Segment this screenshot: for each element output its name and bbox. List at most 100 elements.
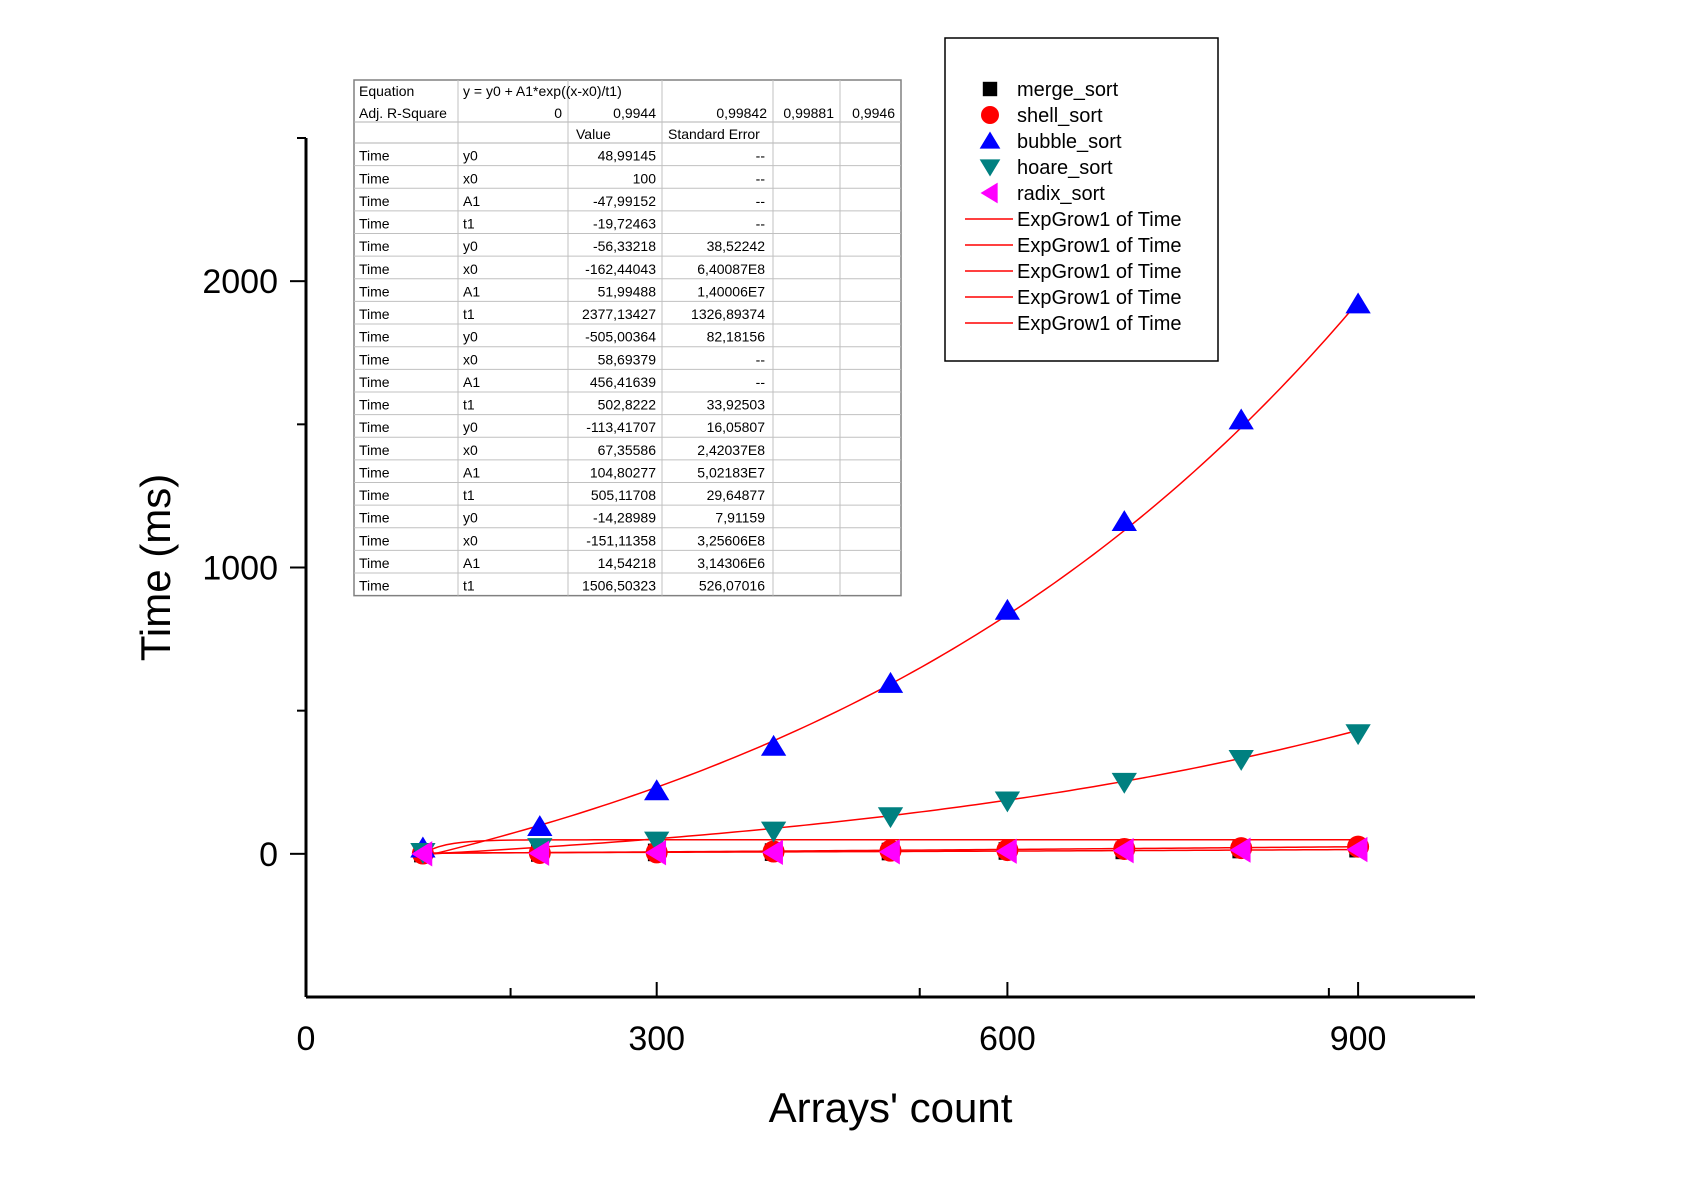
table-cell-series: Time	[359, 578, 390, 594]
equation-label: Equation	[359, 83, 414, 99]
table-cell-param: y0	[463, 510, 478, 526]
table-cell-error: 82,18156	[707, 329, 766, 345]
table-cell-param: A1	[463, 193, 480, 209]
table-cell-value: 67,35586	[598, 442, 657, 458]
y-tick-label: 1000	[202, 550, 278, 588]
radix_sort-point	[411, 841, 433, 867]
adj-r-square-value: 0,9944	[613, 105, 656, 121]
radix_sort-point	[995, 838, 1017, 864]
table-cell-value: -56,33218	[593, 238, 656, 254]
table-cell-param: A1	[463, 374, 480, 390]
bubble_sort-point	[760, 734, 787, 756]
table-cell-series: Time	[359, 487, 390, 503]
table-cell-error: --	[756, 374, 766, 390]
table-cell-error: 29,64877	[707, 487, 766, 503]
bubble_sort-point	[877, 671, 904, 693]
table-cell-param: t1	[463, 578, 475, 594]
bubble_sort-point	[1345, 292, 1371, 314]
table-cell-param: A1	[463, 555, 480, 571]
table-cell-series: Time	[359, 532, 390, 548]
table-cell-series: Time	[359, 555, 390, 571]
legend-entry-fit: ExpGrow1 of Time	[1017, 261, 1182, 283]
hoare_sort-legend-marker	[979, 159, 1001, 177]
legend-entry-fit: ExpGrow1 of Time	[1017, 287, 1182, 309]
legend-entry-shell_sort: shell_sort	[1017, 105, 1103, 127]
table-cell-error: 2,42037E8	[697, 442, 765, 458]
table-cell-value: 14,54218	[598, 555, 657, 571]
hoare_sort-point	[1111, 772, 1137, 794]
table-cell-value: -19,72463	[593, 216, 656, 232]
table-cell-param: A1	[463, 283, 480, 299]
fit-results-table: Equation y = y0 + A1*exp((x-x0)/t1) Adj. R…	[353, 79, 902, 597]
table-cell-param: A1	[463, 464, 480, 480]
y-axis-title: Time (ms)	[132, 474, 179, 661]
table-cell-error: 3,14306E6	[697, 555, 765, 571]
radix_sort-point	[1346, 836, 1368, 863]
table-cell-value: 100	[633, 170, 657, 186]
y-tick-label: 2000	[202, 263, 278, 301]
bubble_sort-legend-marker	[979, 131, 1001, 149]
legend-entry-fit: ExpGrow1 of Time	[1017, 313, 1182, 335]
table-cell-error: --	[756, 170, 766, 186]
radix_sort-point	[878, 839, 900, 865]
x-tick-label: 300	[628, 1020, 685, 1058]
table-cell-series: Time	[359, 510, 390, 526]
table-cell-param: y0	[463, 329, 478, 345]
table-cell-param: x0	[463, 170, 478, 186]
table-cell-series: Time	[359, 148, 390, 164]
table-cell-error: 3,25606E8	[697, 532, 765, 548]
table-cell-param: y0	[463, 419, 478, 435]
table-cell-error: --	[756, 216, 766, 232]
data-markers	[410, 292, 1371, 867]
table-cell-param: x0	[463, 442, 478, 458]
legend-entry-merge_sort: merge_sort	[1017, 79, 1119, 101]
table-cell-param: y0	[463, 238, 478, 254]
radix_sort-point	[1112, 838, 1134, 864]
table-cell-param: t1	[463, 487, 475, 503]
radix_sort-point	[645, 840, 667, 866]
hoare_sort-point	[644, 831, 670, 853]
hoare_sort-point	[994, 791, 1021, 813]
table-cell-value: 104,80277	[590, 464, 656, 480]
hoare_sort-point	[1345, 724, 1371, 746]
table-cell-series: Time	[359, 374, 390, 390]
legend-entry-fit: ExpGrow1 of Time	[1017, 209, 1182, 231]
table-cell-value: -151,11358	[586, 532, 656, 548]
legend-entry-fit: ExpGrow1 of Time	[1017, 235, 1182, 257]
table-cell-param: x0	[463, 532, 478, 548]
legend-entry-radix_sort: radix_sort	[1017, 183, 1105, 205]
table-cell-value: 456,41639	[590, 374, 656, 390]
adj-r-square-value: 0,9946	[852, 105, 895, 121]
hoare_sort-point	[1228, 749, 1254, 771]
header-value: Value	[576, 126, 611, 142]
table-cell-value: 505,11708	[591, 487, 656, 503]
adj-r-square-value: 0,99881	[783, 105, 834, 121]
bubble_sort-point	[527, 815, 553, 836]
adj-r-square-value: 0,99842	[716, 105, 767, 121]
table-cell-series: Time	[359, 306, 390, 322]
fit-curve	[422, 729, 1359, 856]
table-cell-error: 7,91159	[715, 510, 765, 526]
table-cell-value: 58,69379	[598, 351, 657, 367]
x-tick-label: 0	[297, 1020, 316, 1058]
table-cell-value: 1506,50323	[582, 578, 656, 594]
table-cell-series: Time	[359, 216, 390, 232]
axes: 0 300 600 900 0 1000 2000 Arrays' count Time (ms…	[132, 137, 1475, 1131]
table-cell-series: Time	[359, 170, 390, 186]
table-cell-param: y0	[463, 148, 478, 164]
y-tick-label: 0	[259, 836, 278, 874]
table-cell-series: Time	[359, 351, 390, 367]
hoare_sort-point	[760, 821, 787, 843]
legend-entry-hoare_sort: hoare_sort	[1017, 157, 1113, 179]
table-cell-error: 526,07016	[699, 578, 765, 594]
table-cell-series: Time	[359, 442, 390, 458]
table-cell-value: 51,99488	[598, 283, 657, 299]
table-cell-series: Time	[359, 261, 390, 277]
table-cell-value: -505,00364	[585, 329, 656, 345]
x-axis-title: Arrays' count	[769, 1084, 1013, 1131]
table-cell-param: t1	[463, 216, 475, 232]
merge_sort-legend-marker	[982, 81, 998, 97]
table-cell-series: Time	[359, 464, 390, 480]
table-cell-series: Time	[359, 397, 390, 413]
